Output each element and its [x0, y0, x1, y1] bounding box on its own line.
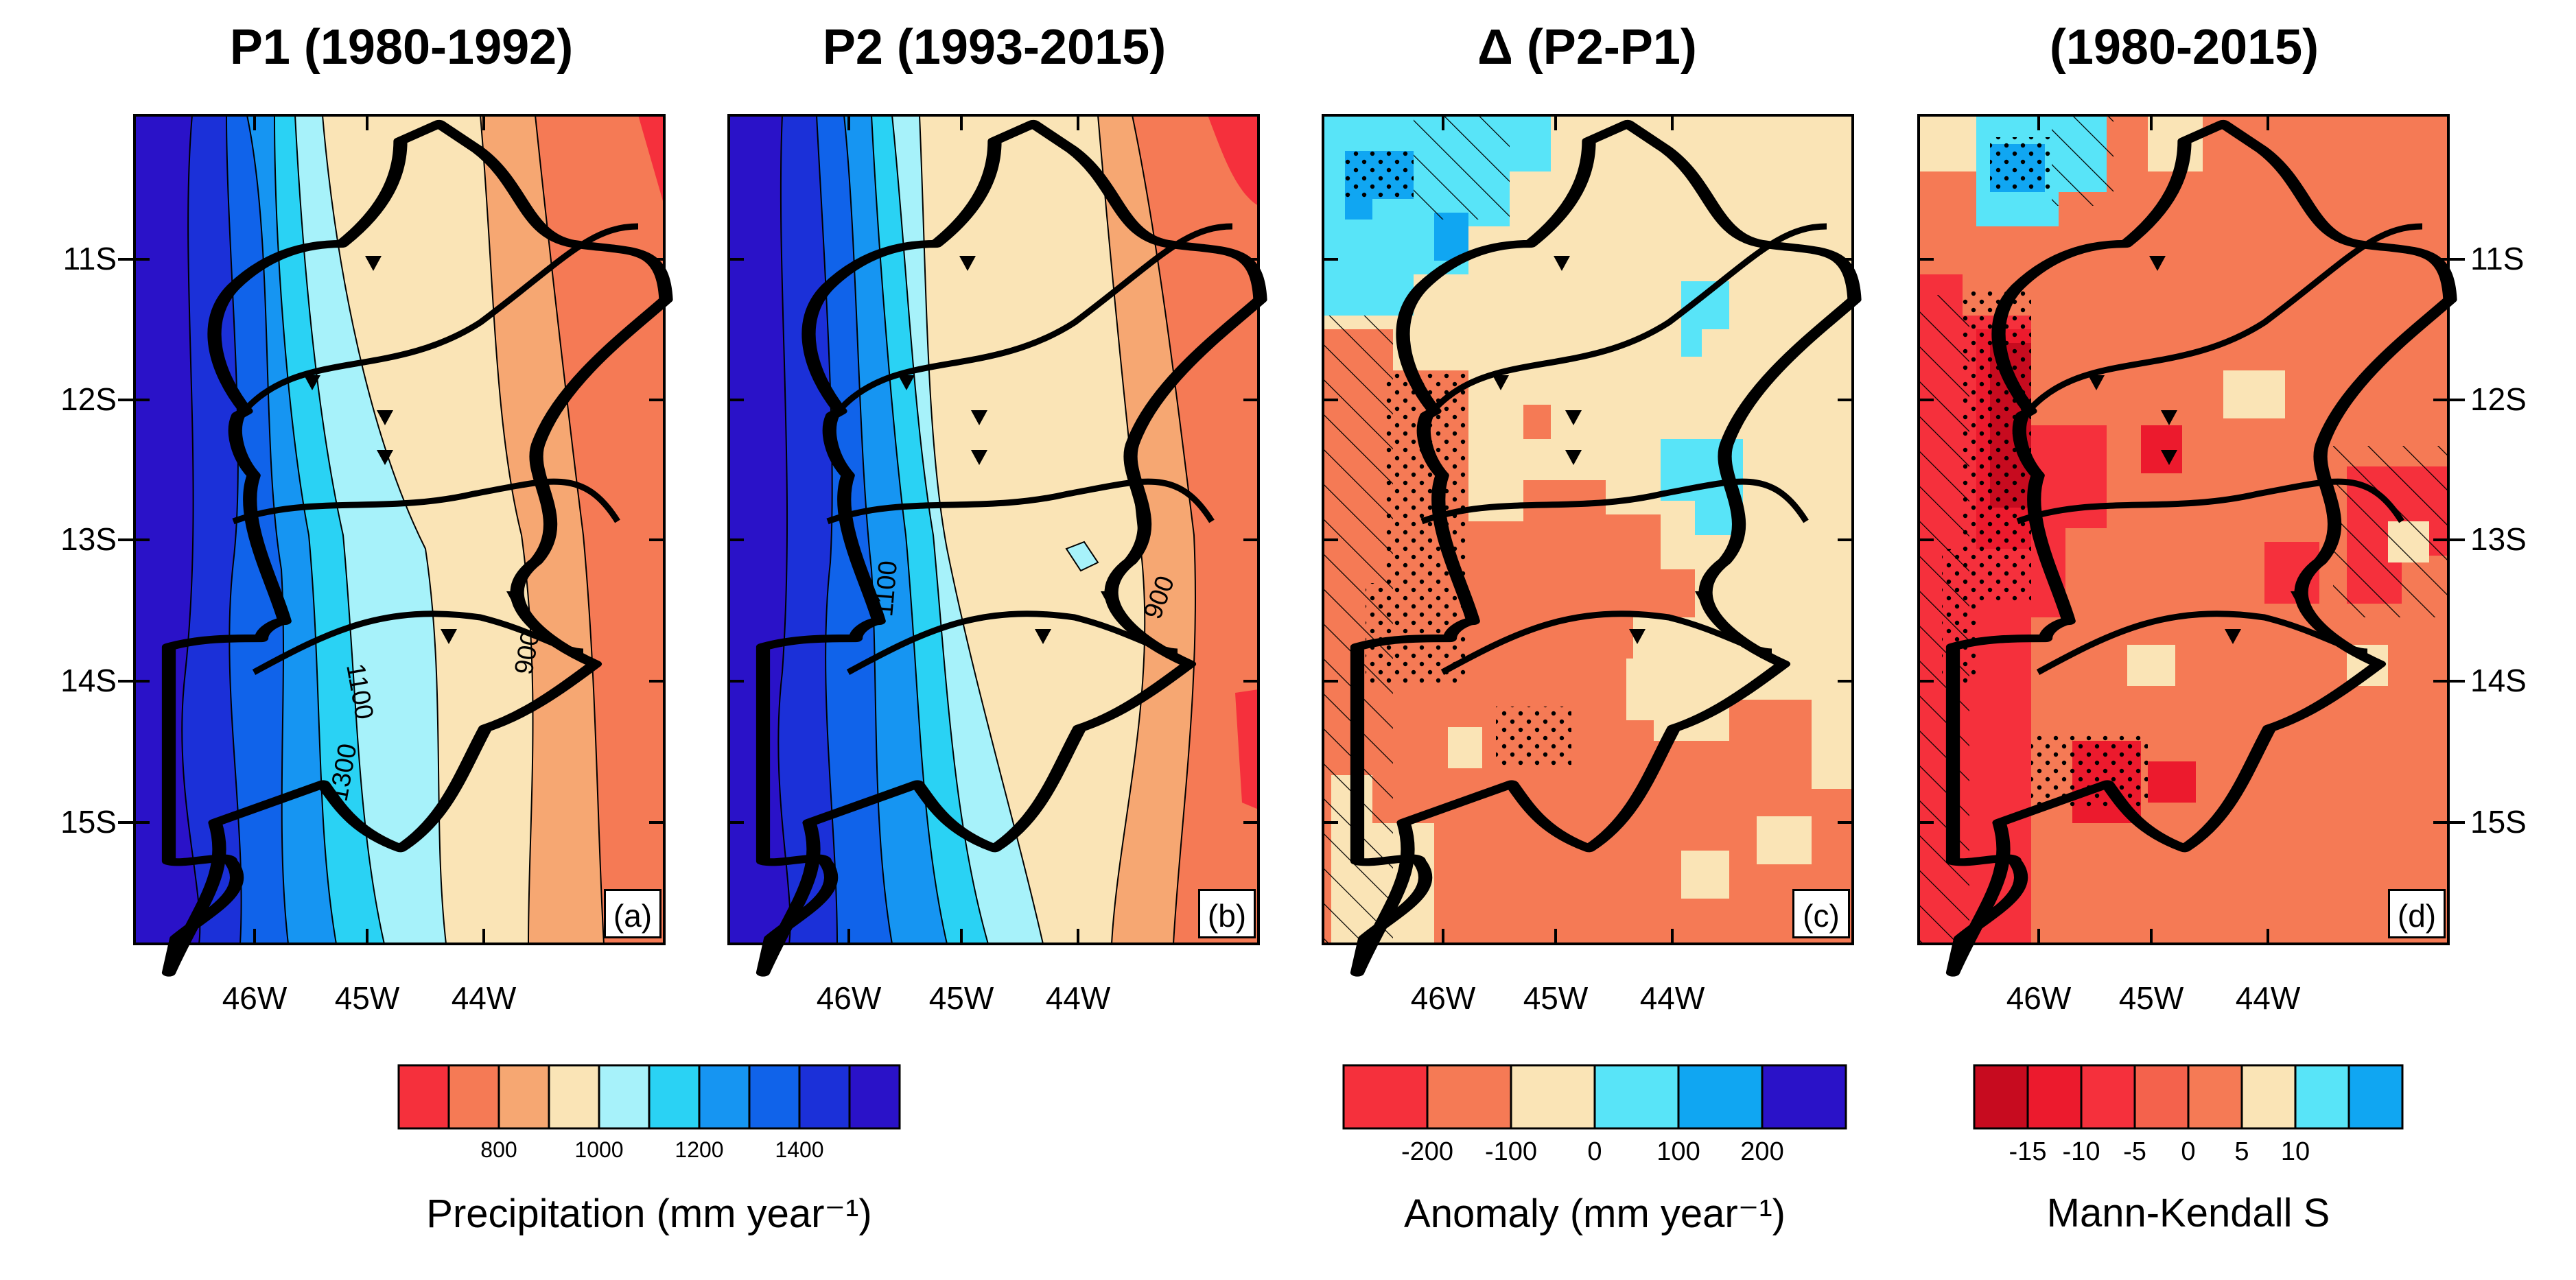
colorbar-anomaly [1342, 1064, 1847, 1130]
x-tick-c-45w: 45W [1523, 980, 1589, 1016]
y-tick-right-12s: 12S [2470, 381, 2527, 417]
y-tick-right-15s: 15S [2470, 804, 2527, 840]
divide-a [231, 223, 639, 675]
panel-d-label: (d) [2388, 889, 2446, 938]
cb-anomaly-label-m200: -200 [1401, 1137, 1454, 1166]
stations-b [898, 256, 1117, 644]
x-tick-a-44w: 44W [451, 980, 517, 1016]
cb-mk-label-0: 0 [2181, 1137, 2196, 1166]
cb-mk-label-m5: -5 [2123, 1137, 2146, 1166]
cb-anomaly-label-200: 200 [1740, 1137, 1784, 1166]
panel-a-label: (a) [604, 889, 661, 938]
panel-c-title: Δ (P2-P1) [1477, 20, 1697, 75]
x-tick-c-46w: 46W [1410, 980, 1476, 1016]
colorbar-precipitation [397, 1064, 901, 1130]
panel-a-map [134, 115, 664, 944]
y-tick-right-11s: 11S [2470, 241, 2525, 276]
stations-d [2088, 256, 2307, 644]
stations-c [1492, 256, 1711, 644]
stations-a [304, 256, 523, 644]
divide-d [2015, 223, 2423, 675]
panel-d-frame [1917, 114, 2450, 945]
cb-mk-label-5: 5 [2234, 1137, 2249, 1166]
y-tick-right-14s: 14S [2470, 663, 2527, 698]
y-tick-right-13s: 13S [2470, 521, 2527, 557]
panel-b-label: (b) [1198, 889, 1256, 938]
x-tick-a-45w: 45W [334, 980, 400, 1016]
cb-precip-label-800: 800 [480, 1137, 517, 1162]
cb-anomaly-label-m100: -100 [1484, 1137, 1538, 1166]
x-tick-d-44w: 44W [2235, 980, 2301, 1016]
y-tick-left-14s: 14S [60, 663, 117, 698]
x-tick-d-45w: 45W [2118, 980, 2184, 1016]
y-tick-left-12s: 12S [60, 381, 117, 417]
cb-anomaly-label-0: 0 [1587, 1137, 1602, 1166]
cb-precip-title: Precipitation (mm year⁻¹) [426, 1192, 872, 1236]
panel-a-title: P1 (1980-1992) [229, 20, 574, 75]
x-tick-b-46w: 46W [816, 980, 882, 1016]
colorbar-mann-kendall [1973, 1064, 2404, 1130]
cb-mk-title: Mann-Kendall S [2046, 1191, 2330, 1235]
panel-c-frame [1322, 114, 1854, 945]
panel-d-map [1919, 115, 2448, 944]
cb-precip-label-1400: 1400 [775, 1137, 824, 1162]
cb-precip-label-1000: 1000 [574, 1137, 624, 1162]
x-tick-d-46w: 46W [2006, 980, 2072, 1016]
x-tick-c-44w: 44W [1639, 980, 1705, 1016]
panel-c-map [1323, 115, 1853, 944]
cb-mk-label-m15: -15 [2009, 1137, 2047, 1166]
panel-b-map [729, 115, 1258, 944]
divide-b [825, 223, 1233, 675]
panel-b-frame [727, 114, 1260, 945]
cb-anomaly-title: Anomaly (mm year⁻¹) [1404, 1192, 1785, 1236]
contour-label-b-1: 1100 [869, 560, 903, 618]
y-tick-left-15s: 15S [60, 804, 117, 840]
divide-c [1419, 223, 1827, 675]
cb-anomaly-label-100: 100 [1656, 1137, 1700, 1166]
panel-b-title: P2 (1993-2015) [822, 20, 1167, 75]
y-tick-left-13s: 13S [60, 521, 117, 557]
x-tick-b-44w: 44W [1045, 980, 1111, 1016]
cb-mk-label-m10: -10 [2062, 1137, 2100, 1166]
x-tick-a-46w: 46W [222, 980, 288, 1016]
panel-c-label: (c) [1792, 889, 1850, 938]
panel-a-frame [133, 114, 666, 945]
panel-d-title: (1980-2015) [2049, 20, 2319, 75]
y-tick-left-11s: 11S [62, 241, 117, 276]
cb-precip-label-1200: 1200 [675, 1137, 724, 1162]
cb-mk-label-10: 10 [2280, 1137, 2310, 1166]
x-tick-b-45w: 45W [928, 980, 994, 1016]
